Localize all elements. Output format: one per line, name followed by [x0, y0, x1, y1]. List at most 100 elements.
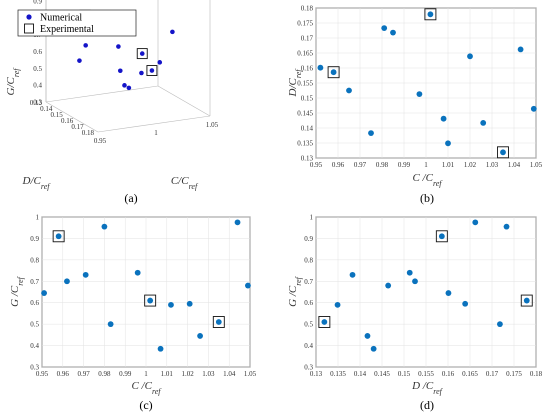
x-tick-label: 0.95 [94, 137, 107, 145]
x-tick-label: 0.18 [530, 370, 543, 378]
numerical-point [64, 278, 70, 285]
panel-a-x-axis-label: C/Cref [171, 175, 199, 191]
x-tick-label: 0.175 [506, 370, 522, 378]
experimental-marker [52, 230, 65, 243]
y-tick-label: 0.9 [304, 235, 313, 243]
panel-c-scatter: 0.95 0.96 0.97 0.98 0.99 1 1.01 1.02 1.03 1.04 1.0… [9, 214, 257, 413]
x-tick-label: 0.17 [486, 370, 499, 378]
y-tick-label: 0.4 [30, 342, 39, 350]
y-tick-label: 0.6 [30, 299, 39, 307]
x-tick-label: 0.99 [398, 161, 411, 169]
numerical-point [157, 60, 163, 65]
y-tick-label: 0.18 [82, 129, 95, 137]
panel-a-label: (a) [124, 191, 137, 205]
experimental-marker [435, 230, 448, 243]
z-tick-label: 0.3 [33, 99, 42, 107]
numerical-point [122, 83, 127, 88]
experimental-marker [146, 65, 158, 76]
numerical-point [445, 290, 452, 296]
x-tick-label: 1 [144, 370, 148, 378]
experimental-point [523, 297, 530, 304]
numerical-point [530, 105, 537, 112]
panel-d-grid [315, 216, 537, 368]
x-tick-label: 0.97 [77, 370, 90, 378]
z-tick-label: 0.6 [33, 48, 42, 56]
x-tick-label: 1.05 [244, 370, 257, 378]
numerical-point [503, 223, 510, 230]
panel-b-y-axis-label: D/Cref [287, 68, 303, 98]
experimental-point [215, 319, 222, 325]
experimental-marker [144, 294, 157, 307]
x-tick-label: 1.04 [508, 161, 521, 169]
legend-numerical-label: Numerical [40, 13, 82, 24]
x-tick-label: 1.01 [161, 370, 174, 378]
x-tick-label: 1.05 [530, 161, 543, 169]
experimental-marker [318, 316, 331, 328]
y-tick-label: 0.155 [297, 80, 313, 88]
x-tick-label: 0.145 [374, 370, 390, 378]
numerical-point [186, 300, 193, 307]
x-tick-label: 1.05 [206, 121, 219, 129]
panel-b-x-axis-label: C /Cref [412, 172, 443, 188]
y-tick-label: 0.3 [304, 364, 313, 372]
numerical-point [197, 333, 203, 339]
numerical-point [41, 290, 47, 296]
panel-a-legend: Numerical Experimental [17, 9, 137, 37]
y-tick-label: 0.8 [304, 256, 313, 264]
numerical-point [440, 115, 447, 122]
numerical-point [117, 68, 123, 74]
numerical-point [381, 25, 388, 31]
legend-box [17, 9, 137, 37]
panel-b-grid [315, 7, 537, 159]
x-tick-label: 1.02 [464, 161, 477, 169]
x-tick-label: 1.04 [223, 370, 236, 378]
y-tick-label: 0.7 [304, 278, 313, 286]
x-tick-label: 0.14 [354, 370, 367, 378]
x-tick-label: 0.16 [442, 370, 455, 378]
x-tick-label: 1.03 [202, 370, 215, 378]
y-tick-label: 0.6 [304, 299, 313, 307]
numerical-point [370, 345, 377, 352]
numerical-point [517, 46, 524, 53]
x-tick-label: 1.03 [486, 161, 499, 169]
numerical-point [346, 87, 352, 94]
numerical-point [412, 278, 418, 285]
numerical-point [385, 282, 392, 289]
y-tick-label: 0.14 [40, 105, 53, 113]
numerical-point [245, 282, 251, 289]
y-axis-line [45, 101, 99, 133]
x-tick-label: 1.01 [442, 161, 455, 169]
experimental-marker [424, 8, 437, 21]
y-tick-label: 0.5 [304, 321, 313, 329]
panel-a-3d-scatter: 0.95 1 1.05 0.130.140.150.160.170.18 0.3 0.4 0… [5, 0, 219, 205]
numerical-point [107, 321, 114, 328]
experimental-marker [520, 294, 533, 307]
x-tick-label: 0.95 [310, 161, 323, 169]
y-tick-label: 0.175 [297, 20, 313, 28]
experimental-point [330, 69, 337, 76]
numerical-point [364, 333, 371, 339]
numerical-point [234, 219, 241, 226]
legend-numerical-marker [26, 14, 32, 20]
numerical-point [497, 321, 503, 328]
x-tick-label: 0.99 [119, 370, 132, 378]
numerical-point [157, 345, 164, 352]
x-tick-label: 0.135 [330, 370, 346, 378]
panel-c-label: (c) [139, 398, 152, 412]
numerical-point [139, 70, 144, 76]
experimental-point [147, 297, 154, 304]
y-tick-label: 1 [36, 214, 40, 222]
numerical-point [368, 130, 374, 137]
y-tick-label: 0.15 [301, 95, 314, 103]
panel-d-label: (d) [420, 398, 434, 412]
numerical-point [134, 269, 141, 276]
numerical-point [334, 301, 341, 308]
y-tick-label: 0.165 [297, 50, 313, 58]
y-tick-label: 0.145 [297, 110, 313, 118]
z-tick-label: 0.4 [33, 82, 42, 90]
x-tick-label: 0.96 [332, 161, 345, 169]
y-tick-label: 0.135 [297, 140, 313, 148]
numerical-point [445, 140, 451, 147]
floor-edge [157, 85, 211, 117]
